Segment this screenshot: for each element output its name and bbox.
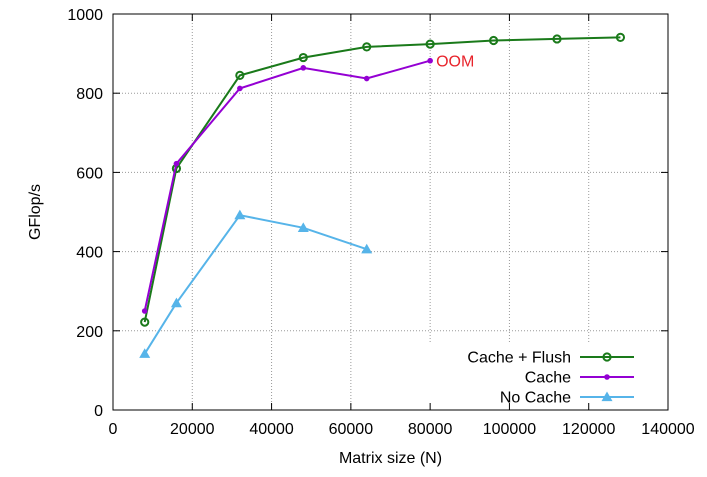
data-point — [427, 57, 433, 64]
series-no-cache — [139, 209, 373, 358]
y-tick-label: 400 — [76, 245, 103, 262]
data-point — [139, 348, 151, 358]
x-tick-label: 60000 — [329, 421, 374, 438]
annotation-label: OOM — [436, 54, 474, 71]
data-point — [237, 85, 243, 92]
data-point — [552, 34, 562, 44]
data-point — [170, 297, 182, 308]
data-point — [604, 374, 610, 380]
data-point — [140, 317, 150, 327]
x-axis-title: Matrix size (N) — [339, 450, 442, 467]
series-cache — [141, 57, 433, 314]
data-point — [488, 35, 499, 46]
data-point — [601, 391, 613, 402]
data-point — [173, 160, 180, 167]
x-tick-label: 20000 — [170, 421, 215, 438]
series-layer — [139, 32, 626, 358]
series-line — [143, 59, 431, 312]
axes: 0 20000 40000 60000 80000 100000 120000 140000 0… — [67, 7, 694, 438]
x-tick-label: 140000 — [641, 421, 694, 438]
series-line — [143, 214, 368, 355]
plot-frame — [112, 13, 669, 411]
legend-label: Cache — [525, 370, 571, 387]
y-tick-label: 200 — [76, 324, 103, 341]
legend: Cache + Flush Cache No Cache — [467, 350, 634, 407]
data-point — [298, 52, 308, 63]
annotations: OOM — [436, 54, 474, 71]
data-point — [615, 32, 626, 42]
series-line — [143, 36, 621, 323]
data-point — [235, 70, 245, 80]
data-point — [297, 222, 309, 232]
data-point — [602, 352, 612, 362]
grid — [113, 14, 668, 410]
data-point — [300, 65, 307, 71]
x-tick-label: 120000 — [562, 421, 615, 438]
data-point — [234, 209, 246, 220]
legend-item: Cache — [525, 370, 634, 387]
legend-item: No Cache — [500, 390, 634, 407]
x-tick-label: 40000 — [249, 421, 294, 438]
y-tick-label: 1000 — [67, 7, 103, 24]
legend-label: Cache + Flush — [467, 350, 571, 367]
data-point — [361, 243, 373, 254]
data-point — [363, 75, 370, 82]
y-tick-label: 800 — [76, 86, 103, 103]
data-point — [362, 42, 372, 52]
data-point — [425, 39, 435, 49]
x-tick-label: 100000 — [483, 421, 536, 438]
y-tick-label: 600 — [76, 165, 103, 182]
y-axis-title: GFlop/s — [27, 184, 44, 240]
legend-label: No Cache — [500, 390, 571, 407]
y-tick-label: 0 — [94, 403, 103, 420]
data-point — [141, 308, 148, 314]
legend-item: Cache + Flush — [467, 350, 634, 367]
series-cache-flush — [140, 32, 626, 327]
x-tick-label: 80000 — [408, 421, 453, 438]
x-tick-label: 0 — [109, 421, 118, 438]
